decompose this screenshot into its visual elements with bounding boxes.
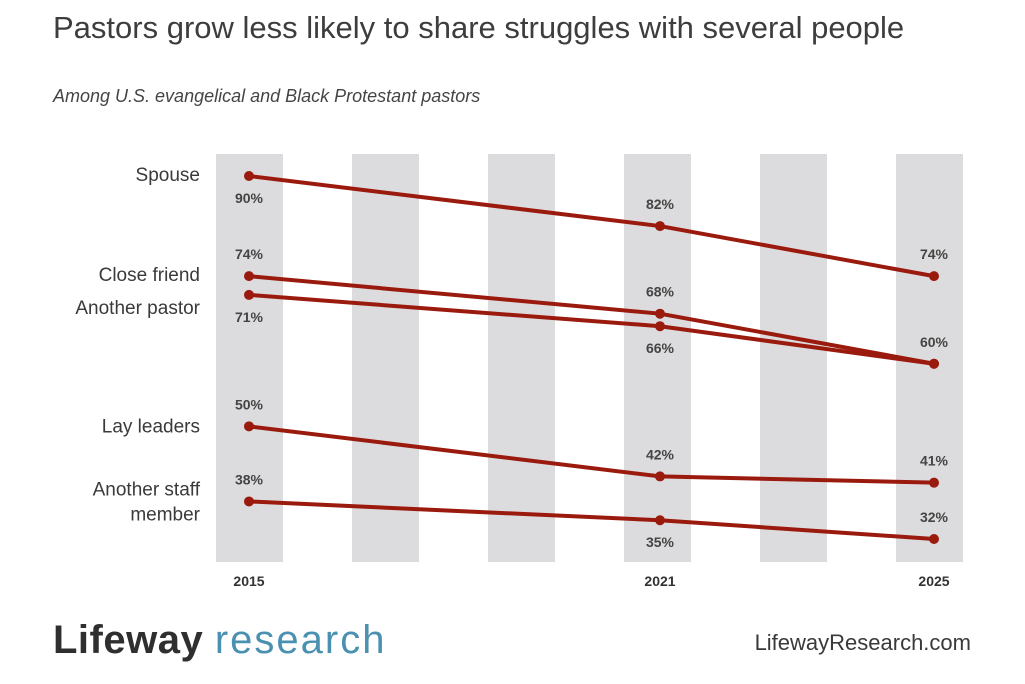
series-line (248, 424, 935, 485)
x-tick-label: 2021 (644, 573, 675, 589)
data-label: 68% (646, 284, 675, 300)
data-label: 71% (235, 309, 264, 325)
series-names: Spouse Close friend Another pastor Lay lead… (75, 165, 200, 525)
year-band (352, 154, 419, 562)
chart-title: Pastors grow less likely to share strugg… (53, 10, 905, 45)
data-label: 32% (920, 509, 949, 525)
series-line (248, 174, 935, 279)
series-line (248, 499, 935, 541)
data-label: 38% (235, 471, 264, 487)
data-labels: 90% 82% 74% 74% 68% 60% 71% 66% 50% 42% 41% 38% 35% 3… (235, 190, 949, 550)
data-label: 35% (646, 534, 675, 550)
data-label: 41% (920, 453, 949, 469)
year-bands (216, 154, 963, 562)
data-label: 50% (235, 396, 264, 412)
data-label: 42% (646, 446, 675, 462)
x-tick-label: 2025 (918, 573, 949, 589)
data-label: 82% (646, 196, 675, 212)
series-points (244, 171, 939, 544)
x-tick-label: 2015 (233, 573, 264, 589)
series-name-label: member (130, 504, 200, 525)
year-band (760, 154, 827, 562)
data-label: 74% (235, 246, 264, 262)
lifeway-research-logo: Lifeway research (53, 618, 386, 663)
data-point (244, 496, 254, 507)
data-point (929, 271, 939, 282)
series-name-label: Another staff (93, 479, 201, 500)
logo-word-research: research (214, 618, 387, 662)
data-point (244, 421, 254, 432)
x-axis-ticks: 2015 2021 2025 (233, 573, 949, 589)
footer-url: LifewayResearch.com (754, 630, 971, 655)
series-lines (248, 174, 935, 541)
year-band (216, 154, 283, 562)
series-name-label: Close friend (99, 265, 200, 286)
data-label: 60% (920, 334, 949, 350)
data-label: 90% (235, 190, 264, 206)
year-band (624, 154, 691, 562)
data-point (655, 308, 665, 319)
series-name-label: Lay leaders (102, 416, 200, 437)
data-point (655, 321, 665, 332)
series-line (248, 292, 935, 366)
data-point (929, 477, 939, 488)
logo-word-lifeway: Lifeway (53, 618, 204, 662)
series-name-label: Spouse (136, 165, 200, 186)
data-label: 66% (646, 340, 675, 356)
year-band (488, 154, 555, 562)
data-point (655, 221, 665, 232)
data-point (655, 515, 665, 526)
data-label: 74% (920, 246, 949, 262)
data-point (655, 471, 665, 482)
data-point (244, 289, 254, 300)
data-point (244, 171, 254, 181)
data-point (929, 534, 939, 544)
data-point (244, 271, 254, 282)
data-point (929, 358, 939, 369)
chart-subtitle: Among U.S. evangelical and Black Protest… (53, 86, 481, 106)
series-name-label: Another pastor (75, 298, 200, 319)
